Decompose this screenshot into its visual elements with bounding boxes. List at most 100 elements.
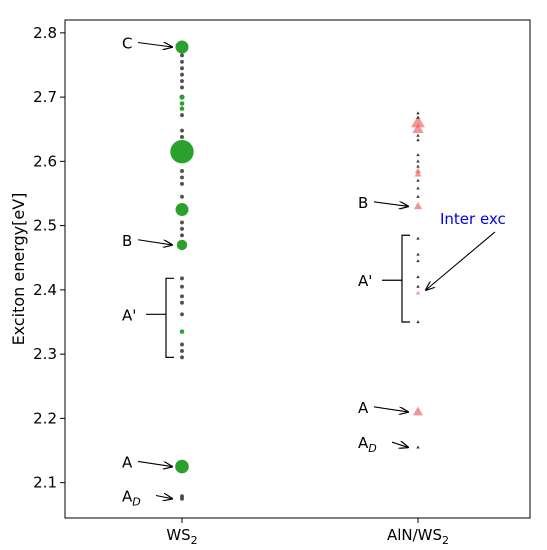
data-point bbox=[416, 186, 420, 190]
y-tick-label: 2.3 bbox=[33, 345, 57, 363]
data-point bbox=[413, 201, 423, 210]
data-point bbox=[180, 342, 184, 347]
x-tick-label: AlN/WS2 bbox=[387, 526, 449, 547]
y-tick-label: 2.4 bbox=[33, 281, 57, 299]
data-point bbox=[180, 134, 184, 139]
data-point bbox=[416, 178, 420, 182]
x-axis: WS2 AlN/WS2 bbox=[166, 518, 449, 547]
data-point bbox=[175, 40, 189, 54]
data-point bbox=[416, 153, 420, 157]
annotation-bracket bbox=[401, 234, 410, 323]
y-tick-label: 2.6 bbox=[33, 152, 57, 170]
data-point bbox=[180, 181, 184, 186]
annotation-label-main: C bbox=[122, 34, 132, 52]
data-point bbox=[175, 459, 189, 474]
data-point bbox=[180, 59, 184, 64]
data-point bbox=[180, 85, 184, 90]
data-point bbox=[176, 239, 188, 251]
annotation-label-subscript: D bbox=[368, 442, 376, 455]
plot-frame bbox=[64, 19, 531, 519]
data-point bbox=[416, 138, 420, 142]
annotation-label-main: B bbox=[122, 232, 132, 250]
annotation-label: Inter exc bbox=[440, 210, 506, 228]
annotation-arrow bbox=[137, 42, 172, 46]
annotation-label: A' bbox=[358, 272, 372, 290]
y-tick-label: 2.2 bbox=[33, 409, 57, 427]
annotation-label-main: A' bbox=[358, 272, 372, 290]
data-point bbox=[416, 159, 420, 163]
y-tick-label: 2.5 bbox=[33, 217, 57, 235]
data-point bbox=[180, 226, 184, 231]
annotation-arrow bbox=[391, 442, 408, 447]
data-point bbox=[175, 203, 189, 217]
data-point bbox=[416, 284, 420, 288]
y-axis-label: Exciton energy[eV] bbox=[9, 193, 28, 346]
annotation-label-subscript: D bbox=[132, 496, 140, 509]
data-point bbox=[180, 312, 184, 317]
data-point bbox=[180, 300, 184, 305]
annotation-arrow bbox=[373, 406, 408, 412]
data-point bbox=[179, 329, 185, 334]
annotation-label: AD bbox=[358, 434, 377, 455]
data-point bbox=[170, 140, 194, 164]
data-point bbox=[416, 259, 420, 263]
annotation-label: A' bbox=[122, 306, 136, 324]
annotation-label: AD bbox=[122, 488, 141, 509]
x-tick-label: WS2 bbox=[166, 526, 197, 547]
data-point bbox=[416, 133, 420, 137]
annotation-label-main: A' bbox=[122, 306, 136, 324]
x-tick-label-subscript: 2 bbox=[191, 534, 198, 547]
data-point bbox=[180, 128, 184, 133]
data-point bbox=[180, 276, 184, 281]
data-point bbox=[180, 348, 184, 353]
x-tick-label-subscript: 2 bbox=[442, 534, 449, 547]
data-point bbox=[416, 111, 420, 115]
data-point bbox=[180, 53, 184, 58]
x-tick-label-main: AlN/WS bbox=[387, 526, 442, 544]
data-point bbox=[180, 169, 184, 173]
annotation-label: A bbox=[358, 399, 369, 417]
annotation-arrow bbox=[155, 496, 172, 499]
data-point bbox=[180, 194, 184, 199]
annotation-arrow bbox=[137, 460, 172, 466]
annotation-arrow bbox=[137, 239, 172, 245]
annotation-label-main: A bbox=[358, 434, 369, 452]
y-tick-label: 2.1 bbox=[33, 474, 57, 492]
data-point bbox=[180, 66, 184, 71]
annotation-label: C bbox=[122, 34, 132, 52]
data-point bbox=[180, 79, 184, 83]
data-points bbox=[170, 40, 425, 501]
annotation-label-main: A bbox=[358, 399, 369, 417]
data-point bbox=[180, 294, 184, 299]
data-point bbox=[179, 106, 185, 111]
data-point bbox=[416, 236, 420, 240]
data-point bbox=[180, 72, 184, 77]
annotation-arrow bbox=[373, 202, 408, 206]
data-point bbox=[415, 290, 421, 295]
y-tick-label: 2.8 bbox=[33, 24, 57, 42]
y-tick-label: 2.7 bbox=[33, 88, 57, 106]
data-point bbox=[416, 320, 420, 324]
data-point bbox=[416, 445, 420, 449]
annotation-arrow bbox=[426, 231, 496, 290]
annotation-label: B bbox=[358, 194, 368, 212]
data-point bbox=[179, 94, 185, 100]
annotation-label: A bbox=[122, 453, 133, 471]
data-point bbox=[416, 115, 420, 119]
annotation-label-main: Inter exc bbox=[440, 210, 506, 228]
annotation-bracket bbox=[165, 277, 174, 358]
annotation-label-main: B bbox=[358, 194, 368, 212]
data-point bbox=[414, 170, 422, 177]
data-point bbox=[179, 101, 185, 106]
data-point bbox=[180, 496, 184, 501]
data-point bbox=[180, 175, 184, 180]
data-point bbox=[180, 284, 184, 289]
annotation-label-main: A bbox=[122, 453, 133, 471]
data-point bbox=[416, 164, 420, 168]
data-point bbox=[411, 115, 425, 128]
data-point bbox=[180, 233, 184, 238]
data-point bbox=[416, 252, 420, 256]
data-point bbox=[416, 275, 420, 279]
